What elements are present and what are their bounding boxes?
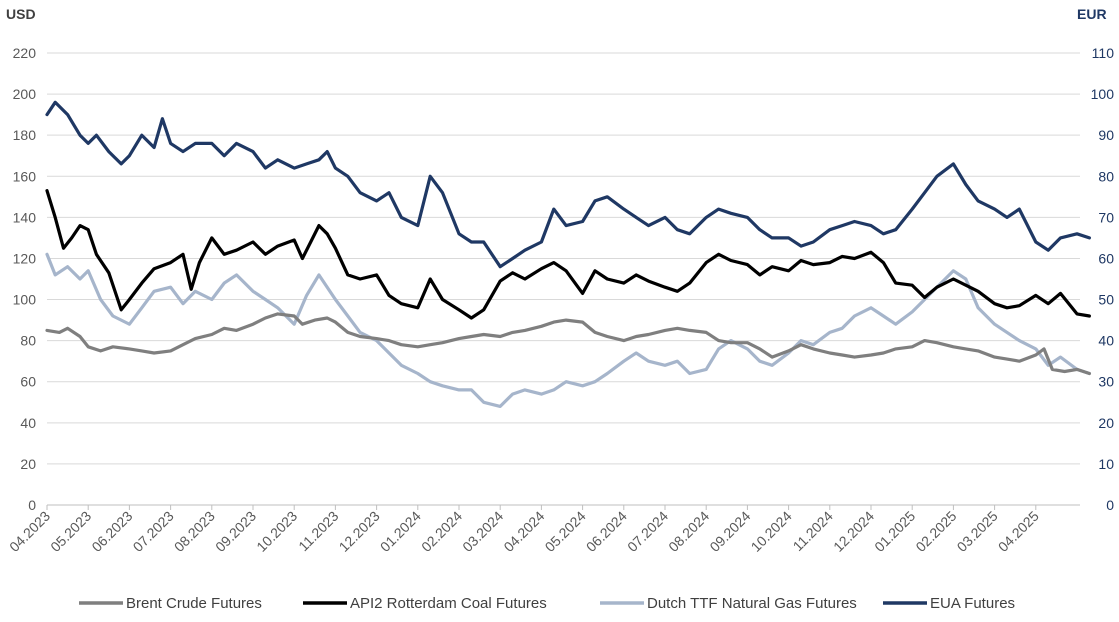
x-tick-label: 08.2024	[665, 508, 712, 555]
left-tick-label: 0	[28, 497, 36, 513]
right-tick-label: 60	[1098, 250, 1114, 266]
left-tick-label: 60	[20, 374, 36, 390]
series-lines	[45, 100, 1092, 408]
gridlines	[47, 52, 1080, 465]
right-tick-label: 20	[1098, 415, 1114, 431]
right-tick-label: 90	[1098, 127, 1114, 143]
x-tick-label: 04.2024	[500, 508, 547, 555]
left-tick-label: 80	[20, 333, 36, 349]
right-tick-label: 30	[1098, 374, 1114, 390]
x-tick-label: 11.2023	[295, 508, 342, 555]
right-tick-label: 100	[1091, 86, 1115, 102]
right-axis-unit: EUR	[1077, 6, 1107, 22]
x-tick-label: 02.2025	[912, 508, 959, 555]
x-tick-label: 12.2024	[830, 508, 877, 555]
x-axis-ticks: 04.202305.202306.202307.202308.202309.20…	[6, 505, 1042, 555]
left-tick-label: 220	[13, 45, 37, 61]
series-line-3	[45, 100, 1092, 269]
left-tick-label: 100	[13, 292, 37, 308]
x-tick-label: 05.2023	[47, 508, 94, 555]
x-tick-label: 07.2024	[624, 508, 671, 555]
x-tick-label: 04.2025	[995, 508, 1042, 555]
left-tick-label: 140	[13, 209, 37, 225]
legend-label: Dutch TTF Natural Gas Futures	[647, 595, 857, 612]
legend-label: API2 Rotterdam Coal Futures	[350, 595, 547, 612]
x-tick-label: 11.2024	[790, 508, 837, 555]
x-tick-label: 10.2023	[253, 508, 300, 555]
legend-label: EUA Futures	[930, 595, 1015, 612]
x-tick-label: 05.2024	[542, 508, 589, 555]
x-tick-label: 09.2024	[706, 508, 753, 555]
x-tick-label: 09.2023	[212, 508, 259, 555]
right-tick-label: 10	[1098, 456, 1114, 472]
left-tick-label: 180	[13, 127, 37, 143]
x-tick-label: 01.2024	[377, 508, 424, 555]
series-line-0	[45, 312, 1092, 376]
x-tick-label: 03.2025	[954, 508, 1001, 555]
left-tick-label: 20	[20, 456, 36, 472]
legend: Brent Crude Futures API2 Rotterdam Coal F…	[79, 595, 1015, 612]
x-tick-label: 01.2025	[871, 508, 918, 555]
x-tick-label: 06.2024	[583, 508, 630, 555]
right-axis-ticks: 0 10 20 30 40 50 60 70 80 90 100 110	[1091, 45, 1115, 513]
left-axis-unit: USD	[6, 6, 36, 22]
legend-label: Brent Crude Futures	[126, 595, 262, 612]
left-tick-label: 120	[13, 250, 37, 266]
x-tick-label: 08.2023	[171, 508, 218, 555]
left-tick-label: 40	[20, 415, 36, 431]
x-tick-label: 02.2024	[418, 508, 465, 555]
left-tick-label: 200	[13, 86, 37, 102]
right-tick-label: 50	[1098, 292, 1114, 308]
x-tick-label: 07.2023	[130, 508, 177, 555]
right-tick-label: 70	[1098, 209, 1114, 225]
x-tick-label: 10.2024	[748, 508, 795, 555]
x-tick-label: 03.2024	[459, 508, 506, 555]
x-tick-label: 04.2023	[6, 508, 53, 555]
x-tick-label: 12.2023	[336, 508, 383, 555]
left-axis-ticks: 0 20 40 60 80 100 120 140 160 180 200 220	[13, 45, 37, 513]
series-line-1	[45, 189, 1092, 320]
x-tick-label: 06.2023	[88, 508, 135, 555]
series-line-2	[45, 252, 1092, 408]
right-tick-label: 0	[1106, 497, 1114, 513]
right-tick-label: 80	[1098, 168, 1114, 184]
left-tick-label: 160	[13, 168, 37, 184]
right-tick-label: 40	[1098, 333, 1114, 349]
right-tick-label: 110	[1092, 45, 1115, 61]
